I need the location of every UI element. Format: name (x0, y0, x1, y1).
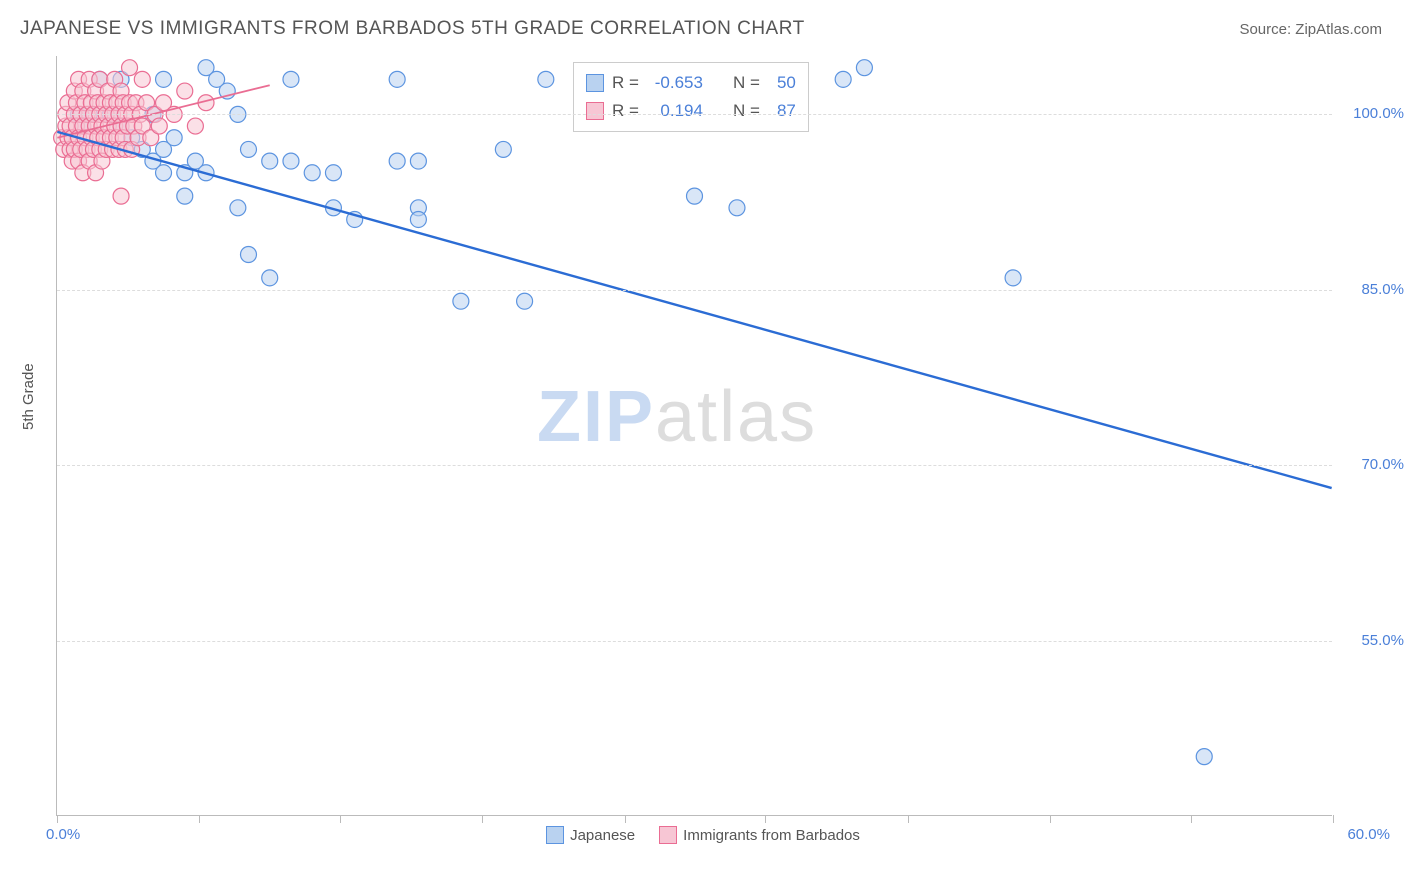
gridline (57, 290, 1332, 291)
scatter-svg (57, 56, 1332, 815)
gridline (57, 641, 1332, 642)
plot-area: ZIPatlas R = -0.653 N = 50 R = 0.194 N =… (56, 56, 1332, 816)
series-legend: Japanese Immigrants from Barbados (0, 826, 1406, 844)
x-tick (1050, 815, 1051, 823)
legend-item-japanese: Japanese (546, 826, 635, 844)
x-tick (57, 815, 58, 823)
swatch-blue-icon (546, 826, 564, 844)
y-tick-label: 100.0% (1344, 105, 1404, 122)
y-axis-label: 5th Grade (20, 363, 37, 430)
legend-row-pink: R = 0.194 N = 87 (586, 97, 796, 125)
correlation-legend: R = -0.653 N = 50 R = 0.194 N = 87 (573, 62, 809, 132)
gridline (57, 114, 1332, 115)
y-tick-label: 70.0% (1344, 456, 1404, 473)
x-tick (482, 815, 483, 823)
y-tick-label: 55.0% (1344, 632, 1404, 649)
legend-item-barbados: Immigrants from Barbados (659, 826, 860, 844)
legend-row-blue: R = -0.653 N = 50 (586, 69, 796, 97)
x-tick (765, 815, 766, 823)
chart-title: JAPANESE VS IMMIGRANTS FROM BARBADOS 5TH… (20, 18, 805, 40)
source-attribution: Source: ZipAtlas.com (1239, 21, 1382, 38)
swatch-pink-icon (586, 102, 604, 120)
y-tick-label: 85.0% (1344, 281, 1404, 298)
x-tick (625, 815, 626, 823)
swatch-pink-icon (659, 826, 677, 844)
x-tick (199, 815, 200, 823)
header: JAPANESE VS IMMIGRANTS FROM BARBADOS 5TH… (0, 0, 1406, 48)
swatch-blue-icon (586, 74, 604, 92)
x-tick (340, 815, 341, 823)
x-tick (908, 815, 909, 823)
x-tick (1333, 815, 1334, 823)
gridline (57, 465, 1332, 466)
x-tick (1191, 815, 1192, 823)
